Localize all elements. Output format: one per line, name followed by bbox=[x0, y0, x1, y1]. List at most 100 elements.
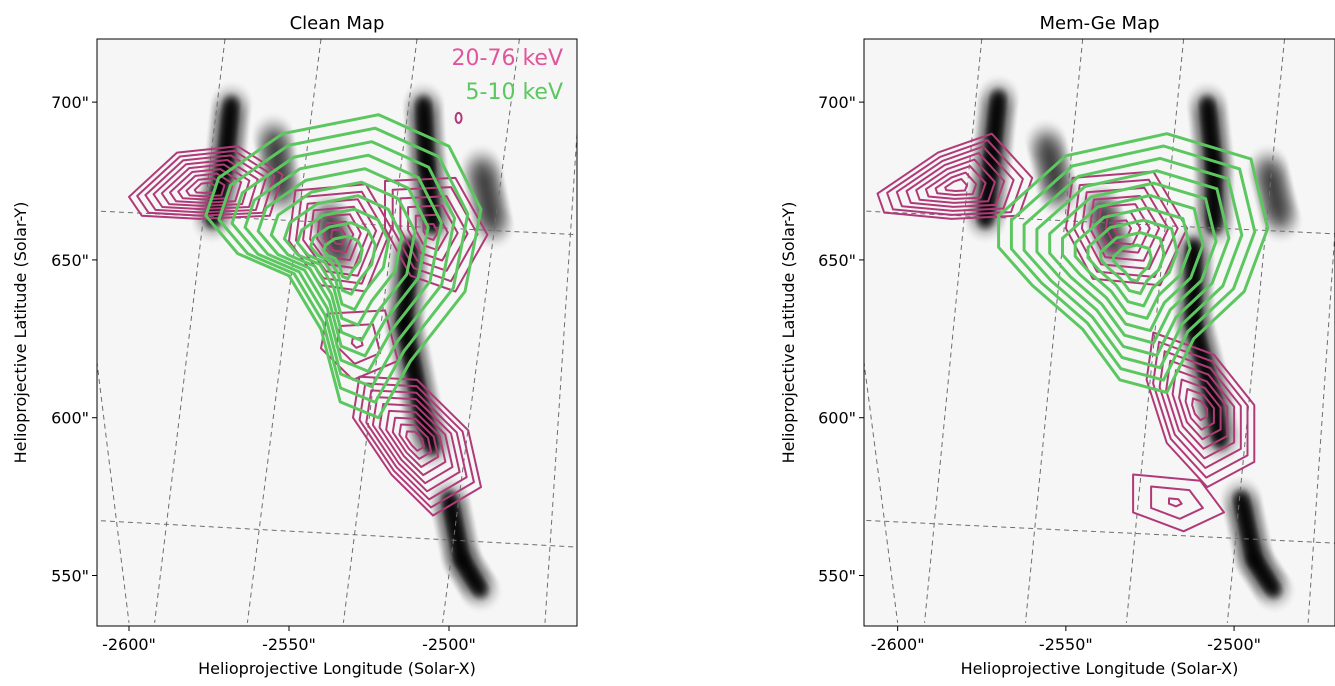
y-tick-label: 600" bbox=[818, 409, 856, 428]
x-tick-label: -2600" bbox=[871, 635, 925, 654]
grid-line bbox=[342, 39, 418, 623]
hard-xray-contour bbox=[136, 149, 276, 217]
thermal-contour bbox=[322, 234, 364, 281]
hard-xray-contour bbox=[330, 228, 347, 246]
hard-xray-contour bbox=[320, 309, 399, 381]
x-tick-label: -2550" bbox=[1039, 635, 1093, 654]
hard-xray-contour bbox=[358, 382, 475, 509]
hard-xray-contour bbox=[405, 430, 425, 452]
hard-xray-contour bbox=[1158, 350, 1242, 469]
mem-ge-map-plot-area bbox=[864, 39, 1335, 626]
hard-xray-contour bbox=[1132, 473, 1225, 533]
hard-xray-contour bbox=[323, 220, 355, 254]
hard-xray-contour bbox=[1152, 340, 1249, 479]
hard-xray-contour bbox=[1150, 485, 1204, 520]
hard-xray-contour bbox=[316, 213, 362, 262]
mem-ge-map-frame bbox=[863, 38, 1335, 627]
y-tick-label: 650" bbox=[51, 251, 89, 270]
hard-xray-contour bbox=[876, 132, 1034, 220]
legend-thermal: 5-10 keV bbox=[466, 80, 563, 105]
hard-xray-contour bbox=[128, 145, 284, 220]
mem-ge-map-x-axis-label: Helioprojective Longitude (Solar-X) bbox=[961, 659, 1239, 678]
grid-line bbox=[246, 39, 322, 623]
hard-xray-contour bbox=[944, 178, 968, 192]
grid-line bbox=[1125, 39, 1185, 623]
hard-xray-contour bbox=[399, 195, 469, 272]
hard-xray-contour bbox=[365, 389, 468, 501]
thermal-contour bbox=[1112, 243, 1153, 283]
thermal-contour bbox=[256, 167, 430, 358]
hard-xray-contour bbox=[177, 172, 234, 201]
thermal-contour bbox=[1099, 231, 1166, 295]
hard-xray-contour bbox=[152, 159, 259, 211]
thermal-contour bbox=[1022, 156, 1244, 370]
clean-map-x-axis-label: Helioprojective Longitude (Solar-X) bbox=[198, 659, 476, 678]
thermal-contour bbox=[296, 207, 391, 312]
thermal-contour bbox=[1048, 181, 1218, 345]
grid-line bbox=[442, 39, 520, 623]
grid-line bbox=[97, 519, 577, 548]
hard-xray-contour bbox=[1165, 359, 1236, 460]
clean-map-title: Clean Map bbox=[290, 13, 385, 34]
clean-map-panel: -2600" -2550" -2500" 550" 600" 650" 700" Clean … bbox=[0, 0, 600, 682]
grid-line bbox=[1024, 39, 1084, 623]
hard-xray-contour bbox=[384, 176, 489, 293]
hard-xray-contour bbox=[385, 409, 447, 477]
hard-xray-contour bbox=[407, 204, 459, 262]
grid-line bbox=[154, 39, 226, 623]
grid-line bbox=[544, 133, 577, 623]
y-tick-label: 700" bbox=[818, 93, 856, 112]
legend-hard-xray: 20-76 keV bbox=[452, 46, 563, 71]
thermal-contour bbox=[1009, 144, 1257, 382]
thermal-contour bbox=[230, 140, 457, 389]
x-tick-label: -2600" bbox=[102, 635, 156, 654]
hard-xray-contour bbox=[302, 198, 378, 277]
mem-ge-map-background-image bbox=[864, 39, 1335, 626]
mem-ge-map-title: Mem-Ge Map bbox=[1039, 13, 1159, 34]
mem-ge-map-chart: -2600" -2550" -2500" 550" 600" 650" 700" Mem-Ge… bbox=[779, 13, 1335, 678]
hard-xray-contour bbox=[352, 375, 482, 517]
thermal-contour bbox=[309, 221, 377, 296]
clean-map-y-axis-label: Helioprojective Latitude (Solar-Y) bbox=[11, 202, 30, 464]
thermal-contour bbox=[1061, 194, 1205, 333]
x-tick-label: -2500" bbox=[1207, 635, 1261, 654]
y-tick-label: 550" bbox=[51, 567, 89, 586]
thermal-contour bbox=[204, 113, 483, 420]
mem-ge-map-panel: -2600" -2550" -2500" 550" 600" 650" 700" Mem-Ge… bbox=[768, 0, 1335, 682]
hard-xray-contour bbox=[915, 158, 996, 204]
thermal-contour bbox=[1086, 218, 1179, 308]
y-tick-label: 700" bbox=[51, 93, 89, 112]
x-tick-label: -2550" bbox=[262, 635, 316, 654]
hard-xray-contour bbox=[378, 403, 454, 485]
y-tick-label: 650" bbox=[818, 251, 856, 270]
hard-xray-contour bbox=[1184, 388, 1215, 431]
thermal-contour bbox=[997, 132, 1270, 394]
thermal-contour bbox=[282, 194, 404, 327]
hard-xray-contour bbox=[895, 145, 1015, 212]
y-tick-label: 550" bbox=[818, 567, 856, 586]
hard-xray-contour bbox=[924, 165, 987, 200]
hard-xray-contour bbox=[1171, 369, 1229, 450]
hard-xray-contour bbox=[160, 163, 251, 207]
hard-xray-contour bbox=[934, 171, 978, 196]
hard-xray-contour bbox=[1191, 397, 1209, 422]
thermal-contour bbox=[1035, 169, 1231, 357]
grid-line bbox=[924, 39, 983, 623]
clean-map-frame bbox=[96, 38, 578, 627]
hard-xray-contour bbox=[185, 177, 226, 198]
mem-ge-map-y-axis-label: Helioprojective Latitude (Solar-Y) bbox=[779, 202, 798, 464]
clean-map-chart: -2600" -2550" -2500" 550" 600" 650" 700" Clean … bbox=[11, 13, 578, 678]
hard-xray-contour bbox=[454, 111, 463, 124]
x-tick-label: -2500" bbox=[422, 635, 476, 654]
hard-xray-contour bbox=[1097, 203, 1151, 254]
y-tick-label: 600" bbox=[51, 409, 89, 428]
hard-xray-contour bbox=[371, 396, 461, 493]
thermal-contour bbox=[217, 126, 470, 404]
grid-line bbox=[1226, 39, 1286, 623]
hard-xray-contour bbox=[1080, 186, 1170, 270]
hard-xray-contour bbox=[886, 139, 1024, 216]
clean-map-plot-area bbox=[97, 39, 577, 626]
grid-line bbox=[864, 519, 1335, 544]
hard-xray-contour bbox=[422, 223, 439, 241]
hard-xray-contour bbox=[398, 423, 433, 460]
